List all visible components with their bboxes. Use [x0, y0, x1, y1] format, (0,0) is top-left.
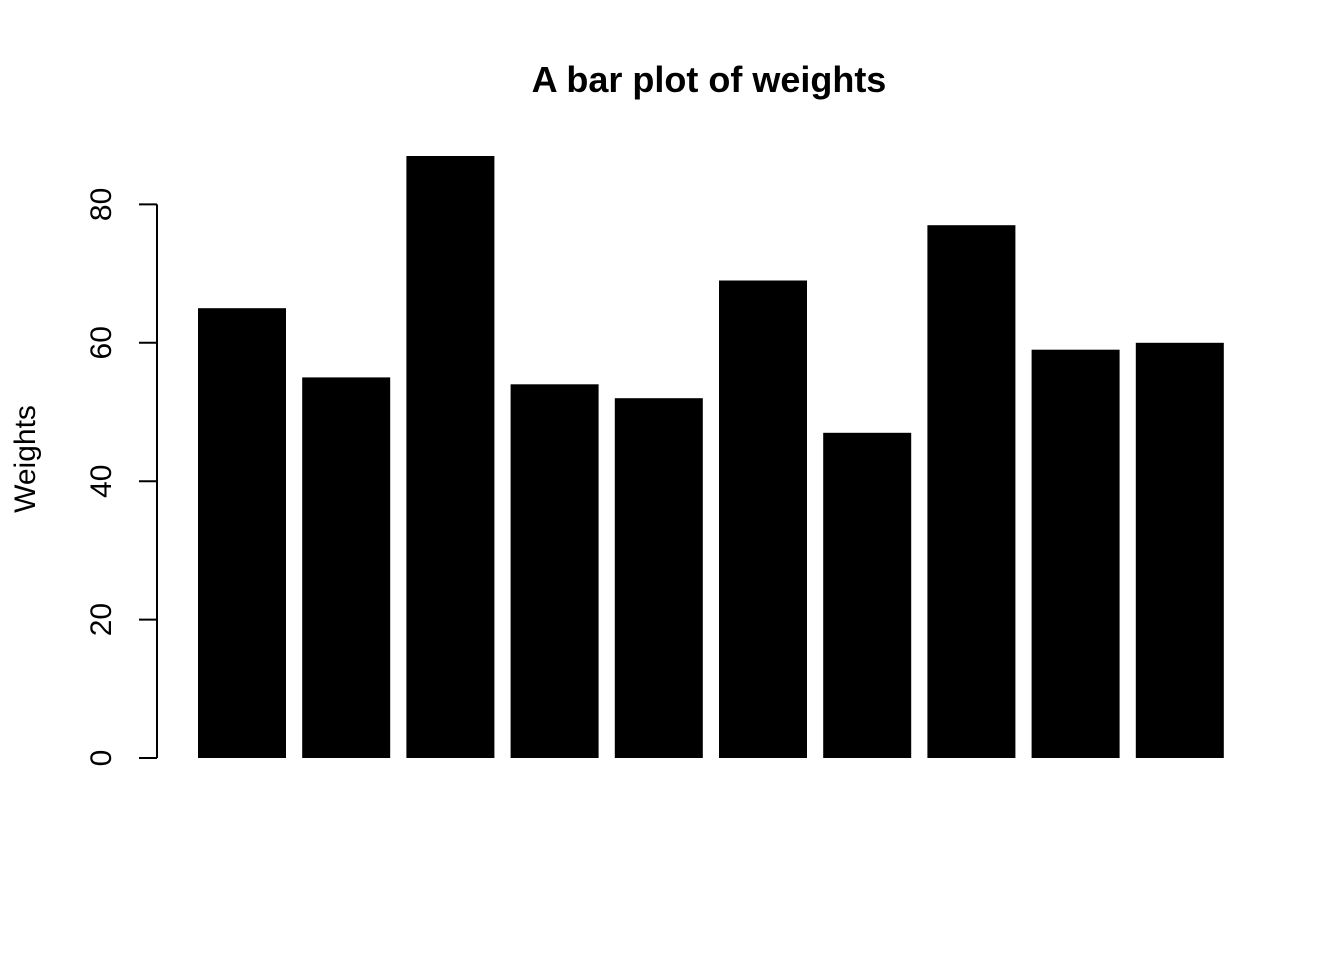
bar-3 — [406, 156, 495, 758]
chart-title: A bar plot of weights — [532, 59, 887, 100]
y-tick-label-40: 40 — [85, 465, 118, 498]
bar-6 — [719, 280, 807, 758]
bar-2 — [302, 377, 391, 758]
bar-9 — [1031, 349, 1120, 758]
bar-4 — [510, 384, 599, 758]
y-tick-label-60: 60 — [85, 326, 118, 359]
bar-8 — [927, 225, 1016, 758]
y-tick-label-0: 0 — [85, 750, 118, 767]
bar-7 — [823, 432, 912, 758]
bar-1 — [198, 308, 286, 758]
y-tick-label-80: 80 — [85, 188, 118, 221]
bars-group — [198, 156, 1224, 758]
y-axis-label: Weights — [9, 405, 42, 513]
y-tick-label-20: 20 — [85, 603, 118, 636]
bar-10 — [1135, 342, 1224, 758]
bar-5 — [614, 398, 703, 758]
y-axis: 0 20 40 60 80 — [85, 188, 158, 767]
